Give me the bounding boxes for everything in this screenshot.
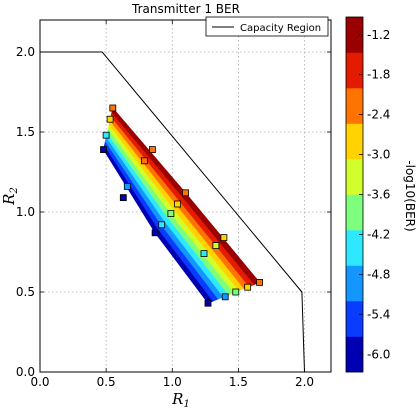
data-point [256,278,264,286]
colorbar-segment [346,336,363,373]
y-tick-label: 1.5 [16,125,35,139]
plot-frame [39,19,332,373]
data-point [212,242,220,250]
x-axis-label-main: R [171,390,183,408]
colorbar-tick-label: -4.8 [367,267,390,281]
capacity-region [40,51,305,372]
x-tick-label: 2.0 [295,375,314,389]
colorbar-tick-label: -5.4 [367,307,390,321]
colorbar-segment [346,265,363,302]
y-axis-label-main: R [0,194,18,206]
colorbar-segment [346,52,363,89]
colorbar-tick-label: -1.2 [367,28,390,42]
data-points [100,104,264,307]
x-tick-label: 0.0 [30,375,49,389]
x-tick-label: 1.5 [229,375,248,389]
y-tick-label: 1.0 [16,205,35,219]
colorbar-tick-label: -3.6 [367,188,390,202]
x-axis-label: R1 [171,390,190,409]
y-tick-label: 0.5 [16,285,35,299]
y-tick-label: 2.0 [16,45,35,59]
svg-text:R2: R2 [0,187,20,206]
colorbar-tick-label: -1.8 [367,68,390,82]
data-point [204,299,212,307]
legend-box [205,16,329,37]
data-point [100,146,107,154]
data-point [148,146,156,154]
capacity-region-line [40,51,305,372]
data-point [102,131,110,139]
svg-text:R1: R1 [171,390,190,409]
data-point [200,250,208,258]
legend-label: Capacity Region [240,23,321,34]
data-point [106,115,114,123]
x-tick-label: 1.0 [163,375,182,389]
colorbar-segment [346,301,363,337]
data-point [151,229,159,237]
x-axis-label-sub: 1 [183,399,189,409]
colorbar: -6.0 -5.4 -4.8 -4.2 -3.6 -3.0 -2.4 -1.8 -1.2 [345,16,390,373]
data-point [174,200,182,208]
plot-area: 0.0 0.5 1.0 1.5 2.0 0.0 0.5 1.0 1.5 2.0 [16,19,332,389]
y-axis-label-sub: 2 [9,187,20,194]
data-point [158,221,166,229]
data-point [109,104,117,112]
y-tick-label: 0.0 [16,365,35,379]
colorbar-segment [346,159,363,195]
data-point [221,293,229,301]
colorbar-label: -log10(BER) [403,160,416,231]
data-point [119,194,127,202]
legend: Capacity Region [205,16,329,37]
colorbar-tick-label: -2.4 [367,108,390,122]
x-tick-label: 0.5 [97,375,116,389]
colorbar-segment [346,17,363,53]
y-axis-label: R2 [0,187,20,206]
data-point [220,234,228,242]
colorbar-tick-label: -6.0 [367,347,390,361]
data-point [167,210,175,218]
colorbar-tick-label: -3.0 [367,148,390,162]
colorbar-segment [346,194,363,231]
colorbar-segment [346,88,363,124]
data-point [141,157,148,165]
data-point [232,288,240,296]
data-point [244,283,252,291]
colorbar-segment [346,230,363,266]
data-point [123,182,131,190]
axis-ticks: 0.0 0.5 1.0 1.5 2.0 0.0 0.5 1.0 1.5 2.0 [16,20,331,389]
chart-title: Transmitter 1 BER [131,2,240,16]
colorbar-tick-label: -4.2 [367,227,390,241]
colorbar-segment [346,123,363,160]
data-point [182,189,189,197]
